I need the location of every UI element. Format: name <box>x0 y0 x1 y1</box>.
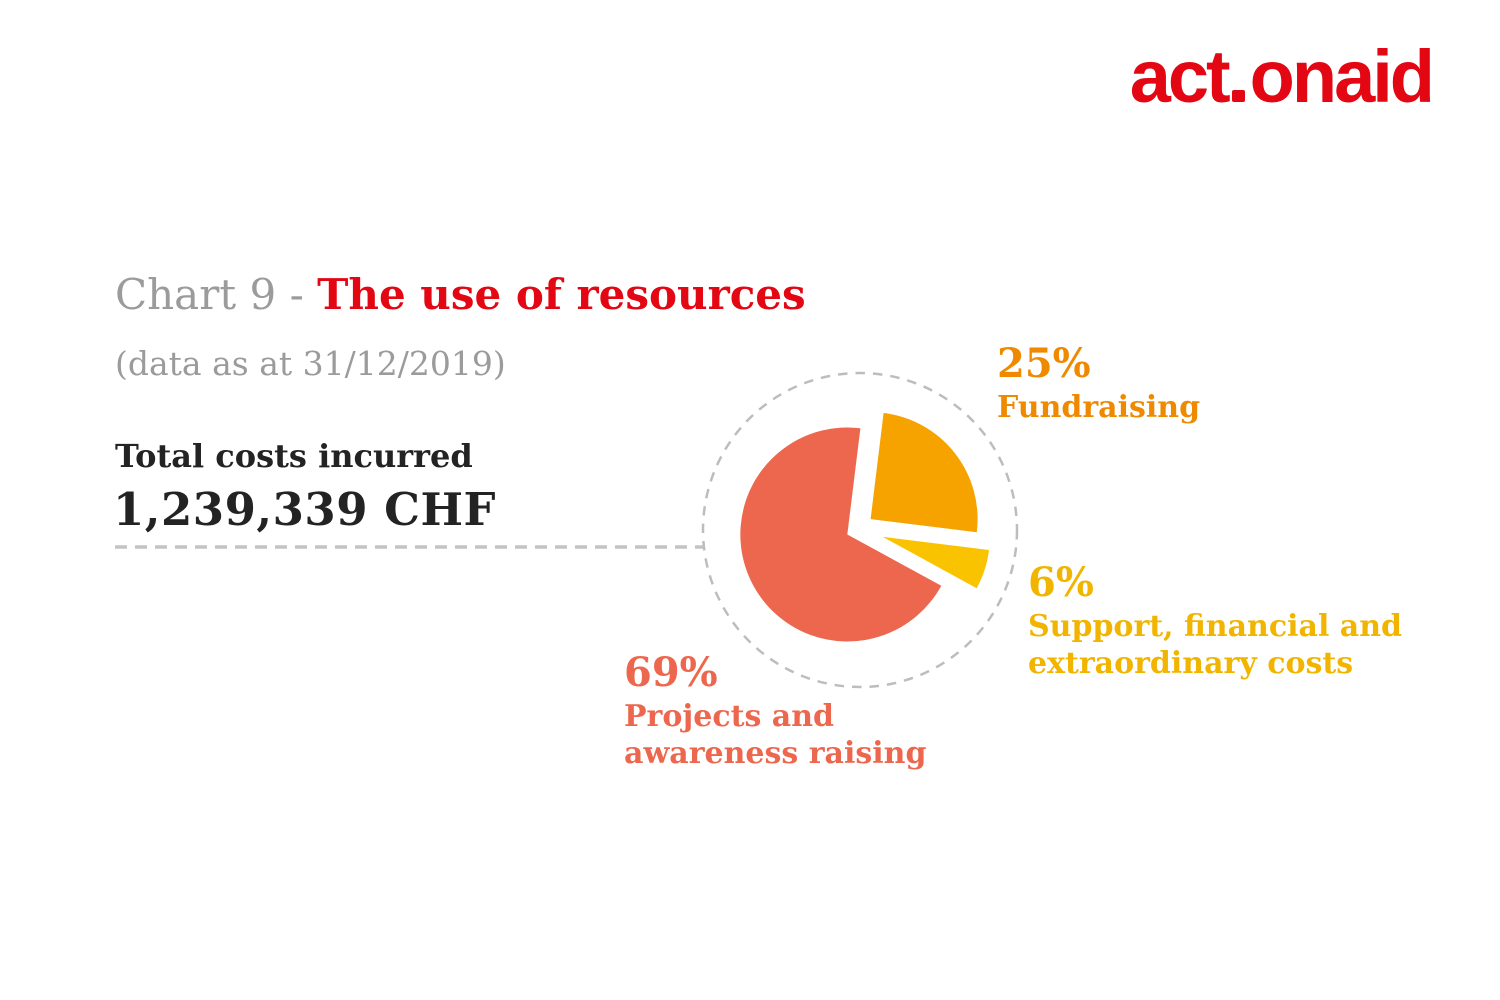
total-costs-label: Total costs incurred <box>115 437 473 475</box>
label-projects-awareness: 69% Projects and awareness raising <box>624 651 936 772</box>
page-title: Chart 9 - The use of resources <box>115 270 806 319</box>
pie-slice-support-financial-extraordinary <box>882 536 989 589</box>
logo-exclamation-i-icon <box>1231 84 1245 102</box>
logo-text-prefix: act <box>1129 35 1231 118</box>
total-costs-value: 1,239,339 CHF <box>113 483 496 536</box>
chart-subtitle-date: (data as at 31/12/2019) <box>115 344 506 383</box>
chart-number: Chart 9 - <box>115 270 318 319</box>
slice-percent: 69% <box>624 649 718 696</box>
slice-percent: 6% <box>1028 559 1094 606</box>
actionaid-logo: act onaid <box>1130 40 1435 114</box>
slice-name: Support, financial and extraordinary cos… <box>1028 609 1403 681</box>
dashed-circle-outline <box>701 371 1019 689</box>
chart-title-emphasis: The use of resources <box>317 270 806 319</box>
label-support-financial-extraordinary: 6% Support, financial and extraordinary … <box>1028 561 1448 682</box>
pie-slice-fundraising <box>870 412 978 533</box>
label-fundraising: 25% Fundraising <box>997 342 1327 427</box>
slice-name: Fundraising <box>997 390 1201 425</box>
logo-text-suffix: onaid <box>1249 35 1435 118</box>
pie-slice-projects-awareness <box>740 427 942 642</box>
slice-percent: 25% <box>997 340 1091 387</box>
slice-name: Projects and awareness raising <box>624 699 927 771</box>
